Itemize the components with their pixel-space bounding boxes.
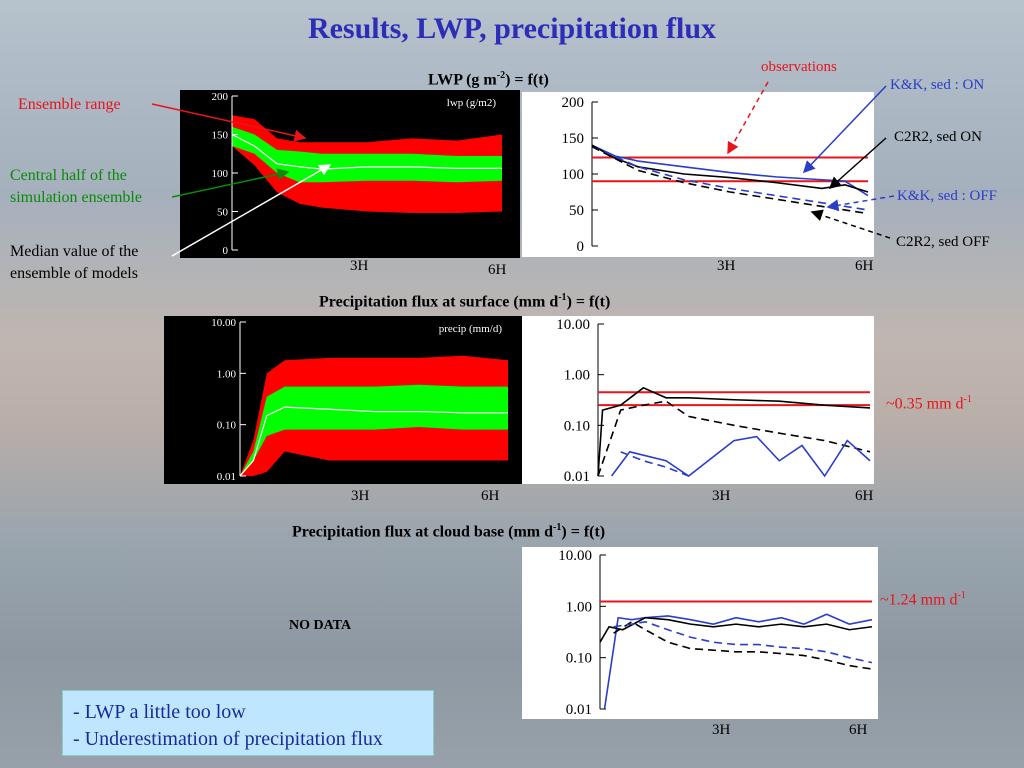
- y-tick-label: 1.00: [566, 599, 592, 615]
- y-tick-label: 0.01: [566, 702, 592, 718]
- c2r2-sed-on-label: C2R2, sed ON: [894, 129, 982, 145]
- chart-title: lwp (g/m2): [447, 97, 497, 109]
- series-line: [597, 400, 871, 477]
- kk-sed-off-label: K&K, sed : OFF: [897, 188, 998, 204]
- lwp-ensemble-chart: 200 150 100 50 0 lwp (g/m2): [212, 91, 502, 257]
- summary-line: - LWP a little too low: [73, 701, 246, 723]
- median-label: Median value of the ensemble of models: [10, 243, 139, 282]
- central-half-area: [240, 384, 508, 476]
- y-tick-label: 200: [212, 91, 229, 103]
- surface-ensemble-chart: 10.00 1.00 0.10 0.01 precip (mm/d): [211, 317, 508, 483]
- surface-ensemble-panel: 10.00 1.00 0.10 0.01 precip (mm/d): [164, 316, 524, 484]
- y-tick-label: 100: [212, 168, 229, 180]
- y-tick-label: 0: [223, 245, 229, 257]
- y-tick-label: 0: [577, 239, 585, 255]
- kk-sed-on-label: K&K, sed : ON: [890, 77, 985, 93]
- y-tick-label: 200: [562, 95, 585, 111]
- y-tick-label: 0.10: [564, 418, 590, 434]
- chart-title: precip (mm/d): [439, 323, 503, 335]
- cloudbase-models-3h-label: 3H: [712, 722, 731, 738]
- y-tick-label: 10.00: [556, 317, 590, 333]
- y-tick-label: 50: [569, 203, 584, 219]
- cloudbase-models-panel: 10.00 1.00 0.10 0.01: [522, 547, 878, 719]
- lwp-row-title: LWP (g m-2) = f(t): [428, 70, 549, 89]
- series-line: [613, 620, 873, 670]
- ensemble-range-label: Ensemble range: [18, 96, 121, 113]
- no-data-label: NO DATA: [289, 618, 352, 633]
- cloudbase-models-chart: 10.00 1.00 0.10 0.01: [558, 548, 873, 718]
- slide-title: Results, LWP, precipitation flux: [307, 12, 717, 45]
- y-tick-label: 1.00: [217, 368, 237, 380]
- series-line: [591, 145, 869, 215]
- lwp-ensemble-3h-label: 3H: [350, 258, 369, 274]
- y-tick-label: 150: [212, 130, 229, 142]
- series-line: [599, 616, 873, 643]
- lwp-models-chart: 200 150 100 50 0: [562, 95, 869, 255]
- surface-value-label: ~0.35 mm d-1: [886, 394, 972, 413]
- series-line: [597, 386, 871, 477]
- y-tick-label: 50: [217, 207, 229, 219]
- lwp-models-panel: 200 150 100 50 0: [522, 92, 874, 257]
- surface-ensemble-6h-label: 6H: [481, 488, 500, 504]
- y-tick-label: 150: [562, 131, 585, 147]
- series-line: [591, 145, 869, 211]
- y-tick-label: 0.10: [566, 651, 592, 667]
- y-tick-label: 10.00: [558, 548, 592, 564]
- y-tick-label: 1.00: [564, 368, 590, 384]
- series-line: [613, 620, 873, 664]
- c2r2-sed-off-label: C2R2, sed OFF: [896, 234, 990, 250]
- series-line: [603, 613, 873, 710]
- median-line: [239, 406, 508, 477]
- y-tick-label: 0.01: [217, 471, 236, 483]
- surface-models-chart: 10.00 1.00 0.10 0.01: [556, 317, 871, 485]
- lwp-models-6h-label: 6H: [855, 258, 874, 274]
- surface-row-title: Precipitation flux at surface (mm d-1) =…: [319, 292, 611, 311]
- lwp-ensemble-panel: 200 150 100 50 0 lwp (g/m2): [180, 90, 520, 258]
- series-line: [620, 451, 689, 477]
- surface-models-6h-label: 6H: [855, 488, 874, 504]
- surface-models-panel: 10.00 1.00 0.10 0.01: [522, 316, 874, 485]
- series-line: [610, 435, 871, 478]
- y-tick-label: 10.00: [211, 317, 236, 329]
- lwp-models-3h-label: 3H: [717, 258, 736, 274]
- cloudbase-row-title: Precipitation flux at cloud base (mm d-1…: [292, 522, 606, 541]
- y-tick-label: 0.01: [564, 469, 590, 484]
- observations-label: observations: [761, 59, 837, 75]
- surface-ensemble-3h-label: 3H: [351, 488, 370, 504]
- cloudbase-value-label: ~1.24 mm d-1: [880, 590, 966, 609]
- lwp-ensemble-6h-label: 6H: [488, 262, 507, 278]
- surface-models-3h-label: 3H: [712, 488, 731, 504]
- central-half-label: Central half of the simulation ensemble: [10, 167, 142, 206]
- y-tick-label: 0.10: [217, 420, 237, 432]
- y-tick-label: 100: [562, 167, 585, 183]
- summary-line: - Underestimation of precipitation flux: [73, 728, 383, 750]
- cloudbase-models-6h-label: 6H: [849, 722, 868, 738]
- summary-box: - LWP a little too low - Underestimation…: [62, 690, 434, 756]
